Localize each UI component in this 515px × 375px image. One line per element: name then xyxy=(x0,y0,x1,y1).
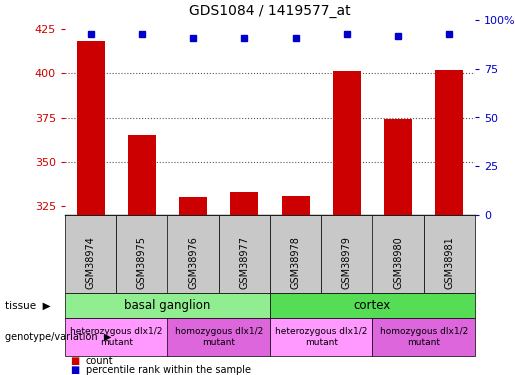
Text: homozygous dlx1/2
mutant: homozygous dlx1/2 mutant xyxy=(175,327,263,347)
Text: GSM38979: GSM38979 xyxy=(342,236,352,289)
Text: GSM38974: GSM38974 xyxy=(85,236,96,289)
Text: ■: ■ xyxy=(70,356,79,366)
Text: cortex: cortex xyxy=(354,299,391,312)
Bar xyxy=(333,71,361,215)
Bar xyxy=(230,192,259,215)
Text: heterozygous dlx1/2
mutant: heterozygous dlx1/2 mutant xyxy=(275,327,367,347)
Text: GSM38977: GSM38977 xyxy=(239,236,249,289)
Text: GSM38976: GSM38976 xyxy=(188,236,198,289)
Text: percentile rank within the sample: percentile rank within the sample xyxy=(85,365,251,375)
Bar xyxy=(384,119,412,215)
Bar xyxy=(282,195,310,215)
Text: GSM38981: GSM38981 xyxy=(444,237,454,289)
Text: GSM38975: GSM38975 xyxy=(137,236,147,289)
Bar xyxy=(179,197,207,215)
Text: basal ganglion: basal ganglion xyxy=(124,299,211,312)
Title: GDS1084 / 1419577_at: GDS1084 / 1419577_at xyxy=(189,4,351,18)
Text: heterozygous dlx1/2
mutant: heterozygous dlx1/2 mutant xyxy=(70,327,162,347)
Bar xyxy=(128,135,156,215)
Text: genotype/variation  ▶: genotype/variation ▶ xyxy=(5,332,112,342)
Bar xyxy=(77,41,105,215)
Bar xyxy=(435,70,464,215)
Text: tissue  ▶: tissue ▶ xyxy=(5,300,51,310)
Text: GSM38978: GSM38978 xyxy=(290,236,301,289)
Text: homozygous dlx1/2
mutant: homozygous dlx1/2 mutant xyxy=(380,327,468,347)
Text: GSM38980: GSM38980 xyxy=(393,237,403,289)
Text: ■: ■ xyxy=(70,365,79,375)
Text: count: count xyxy=(85,356,113,366)
